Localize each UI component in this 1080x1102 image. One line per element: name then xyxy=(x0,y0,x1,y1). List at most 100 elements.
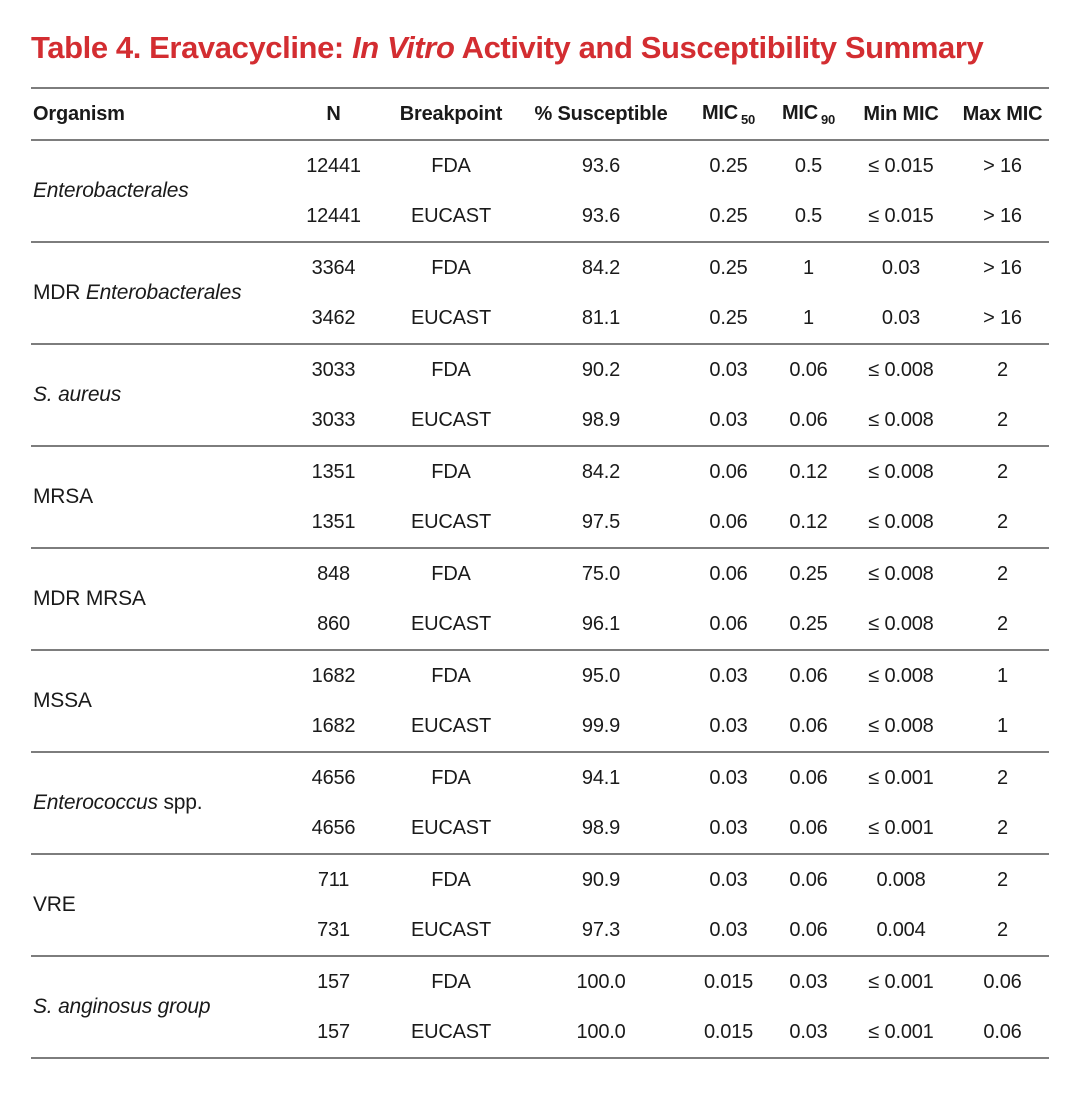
mic90-cell: 0.06 xyxy=(771,701,846,754)
table-title-suffix: Activity and Susceptibility Summary xyxy=(454,30,984,65)
breakpoint-cell: FDA xyxy=(431,358,471,381)
mic50-cell: 0.03 xyxy=(686,803,771,856)
column-header-min-mic: Min MIC xyxy=(846,87,956,142)
n-cell: 1351 xyxy=(311,460,356,483)
breakpoint-cell: EUCAST xyxy=(386,497,516,550)
table-row: 1351 EUCAST 97.5 0.06 0.12 ≤ 0.008 2 xyxy=(31,497,1049,550)
susceptible-cell: 93.6 xyxy=(516,191,686,244)
mic90-cell: 0.06 xyxy=(771,395,846,448)
min-mic-cell: ≤ 0.001 xyxy=(868,970,934,993)
mic50-cell: 0.03 xyxy=(709,766,748,789)
breakpoint-cell: FDA xyxy=(431,664,471,687)
susceptible-cell: 98.9 xyxy=(516,803,686,856)
organism-name-prefix: MSSA xyxy=(33,689,92,713)
susceptible-cell: 94.1 xyxy=(581,766,621,789)
mic90-cell: 0.06 xyxy=(789,358,828,381)
susceptible-cell: 90.2 xyxy=(581,358,621,381)
n-cell: 157 xyxy=(317,970,350,993)
mic90-cell: 0.06 xyxy=(789,664,828,687)
breakpoint-cell: FDA xyxy=(431,562,471,585)
susceptible-cell: 96.1 xyxy=(516,599,686,652)
breakpoint-cell: FDA xyxy=(431,766,471,789)
table-row: 3462 EUCAST 81.1 0.25 1 0.03 > 16 xyxy=(31,293,1049,346)
organism-name-prefix: MDR xyxy=(33,281,86,305)
mic50-cell: 0.03 xyxy=(709,664,748,687)
table-row: 4656 EUCAST 98.9 0.03 0.06 ≤ 0.001 2 xyxy=(31,803,1049,856)
n-cell: 3462 xyxy=(281,293,386,346)
min-mic-cell: ≤ 0.008 xyxy=(868,460,934,483)
mic50-cell: 0.06 xyxy=(686,599,771,652)
n-cell: 4656 xyxy=(311,766,356,789)
n-cell: 1351 xyxy=(281,497,386,550)
n-cell: 848 xyxy=(317,562,350,585)
mic90-cell: 0.5 xyxy=(794,154,823,177)
breakpoint-cell: FDA xyxy=(431,154,471,177)
max-mic-cell: 2 xyxy=(956,905,1049,958)
min-mic-cell: 0.03 xyxy=(846,293,956,346)
mic50-cell: 0.03 xyxy=(709,358,748,381)
column-header-mic90: MIC 90 xyxy=(771,87,846,142)
mic50-subscript: 50 xyxy=(741,111,756,127)
breakpoint-cell: FDA xyxy=(431,256,471,279)
breakpoint-cell: EUCAST xyxy=(386,905,516,958)
mic90-cell: 0.03 xyxy=(789,970,828,993)
organism-cell: VRE xyxy=(31,854,281,958)
susceptible-cell: 99.9 xyxy=(516,701,686,754)
min-mic-cell: ≤ 0.008 xyxy=(846,395,956,448)
breakpoint-cell: EUCAST xyxy=(386,293,516,346)
n-cell: 4656 xyxy=(281,803,386,856)
column-header-susceptible: % Susceptible xyxy=(516,87,686,142)
header-row: Organism N Breakpoint % Susceptible MIC 5… xyxy=(31,87,1049,142)
table-header: Organism N Breakpoint % Susceptible MIC 5… xyxy=(31,87,1049,142)
table-row: MSSA 1682 FDA 95.0 0.03 0.06 ≤ 0.008 1 xyxy=(31,650,1049,754)
organism-name-prefix: MRSA xyxy=(33,485,93,509)
organism-name-italic: Enterococcus xyxy=(33,791,158,815)
mic50-cell: 0.015 xyxy=(703,970,754,993)
column-header-max-mic: Max MIC xyxy=(956,87,1049,142)
mic90-label: MIC xyxy=(781,101,818,124)
mic50-label: MIC xyxy=(701,101,738,124)
organism-cell: Enterococcus spp. xyxy=(31,752,281,856)
organism-name-suffix: spp. xyxy=(157,791,203,815)
susceptible-cell: 84.2 xyxy=(581,460,621,483)
max-mic-cell: 0.06 xyxy=(956,1007,1049,1060)
max-mic-cell: 2 xyxy=(956,395,1049,448)
table-row: MRSA 1351 FDA 84.2 0.06 0.12 ≤ 0.008 2 xyxy=(31,446,1049,550)
organism-name-prefix: VRE xyxy=(33,893,76,917)
mic50-cell: 0.03 xyxy=(709,868,748,891)
table-row: 157 EUCAST 100.0 0.015 0.03 ≤ 0.001 0.06 xyxy=(31,1007,1049,1060)
organism-cell: MRSA xyxy=(31,446,281,550)
mic90-cell: 1 xyxy=(771,293,846,346)
n-cell: 3364 xyxy=(311,256,356,279)
breakpoint-cell: FDA xyxy=(431,970,471,993)
susceptible-cell: 98.9 xyxy=(516,395,686,448)
mic90-subscript: 90 xyxy=(821,111,836,127)
column-header-n: N xyxy=(281,87,386,142)
min-mic-cell: ≤ 0.001 xyxy=(846,803,956,856)
mic50-cell: 0.25 xyxy=(709,256,748,279)
mic90-cell: 0.25 xyxy=(789,562,828,585)
susceptible-cell: 84.2 xyxy=(581,256,621,279)
table-row: VRE 711 FDA 90.9 0.03 0.06 0.008 2 xyxy=(31,854,1049,958)
organism-name-italic: Enterobacterales xyxy=(33,179,189,203)
column-header-organism: Organism xyxy=(31,87,281,142)
n-cell: 12441 xyxy=(281,191,386,244)
mic50-cell: 0.03 xyxy=(686,905,771,958)
min-mic-cell: ≤ 0.008 xyxy=(868,562,934,585)
n-cell: 12441 xyxy=(306,154,361,177)
min-mic-cell: ≤ 0.001 xyxy=(868,766,934,789)
max-mic-cell: 2 xyxy=(997,868,1008,891)
table-title-prefix: Table 4. Eravacycline: xyxy=(31,30,353,65)
min-mic-cell: ≤ 0.001 xyxy=(846,1007,956,1060)
mic90-cell: 0.06 xyxy=(771,803,846,856)
n-cell: 711 xyxy=(317,868,350,891)
mic90-cell: 0.12 xyxy=(771,497,846,550)
table-row: Enterobacterales 12441 FDA 93.6 0.25 0.5… xyxy=(31,140,1049,244)
max-mic-cell: 2 xyxy=(997,562,1008,585)
column-header-mic50: MIC 50 xyxy=(686,87,771,142)
n-cell: 1682 xyxy=(281,701,386,754)
organism-cell: S. aureus xyxy=(31,344,281,448)
breakpoint-cell: EUCAST xyxy=(386,1007,516,1060)
table-row: S. aureus 3033 FDA 90.2 0.03 0.06 ≤ 0.00… xyxy=(31,344,1049,448)
mic90-cell: 0.06 xyxy=(771,905,846,958)
